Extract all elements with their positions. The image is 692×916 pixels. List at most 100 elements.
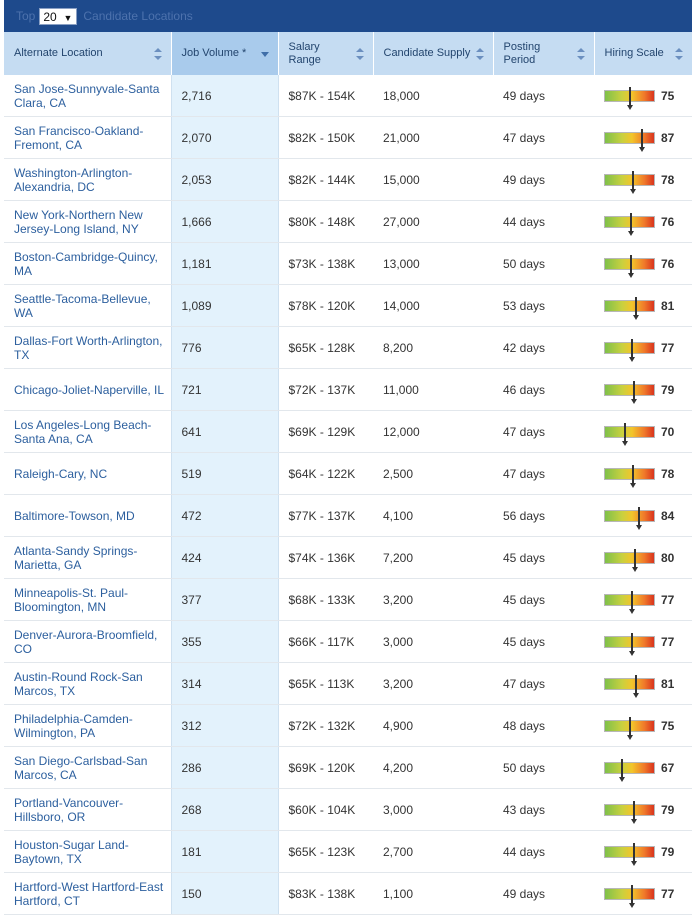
gauge-marker-icon: [632, 296, 639, 320]
gauge-marker-icon: [628, 338, 635, 362]
hiring-scale-cell: 79: [594, 788, 692, 831]
hiring-scale-score: 76: [661, 256, 675, 271]
hiring-scale-cell: 87: [594, 116, 692, 159]
table-row: Hartford-West Hartford-East Hartford, CT…: [4, 872, 692, 915]
location-link[interactable]: Austin-Round Rock-San Marcos, TX: [4, 662, 171, 705]
hiring-scale-score: 77: [661, 340, 675, 355]
candidate-supply-cell: 14,000: [373, 284, 493, 327]
hiring-scale-gauge: [604, 170, 655, 194]
job-volume-cell: 472: [170, 494, 279, 537]
column-header-alternate-location[interactable]: Alternate Location: [4, 32, 172, 75]
location-link[interactable]: San Jose-Sunnyvale-Santa Clara, CA: [4, 75, 171, 117]
location-link[interactable]: Hartford-West Hartford-East Hartford, CT: [4, 872, 171, 915]
location-link[interactable]: Denver-Aurora-Broomfield, CO: [4, 620, 171, 663]
location-link[interactable]: Boston-Cambridge-Quincy, MA: [4, 242, 171, 285]
column-header-candidate-supply[interactable]: Candidate Supply: [373, 32, 494, 75]
location-link[interactable]: Chicago-Joliet-Naperville, IL: [4, 368, 171, 411]
job-volume-cell: 355: [170, 620, 279, 663]
hiring-scale: 70: [604, 422, 692, 446]
location-link[interactable]: Raleigh-Cary, NC: [4, 452, 171, 495]
hiring-scale: 81: [604, 674, 692, 698]
column-header-label: Hiring Scale: [604, 47, 664, 59]
hiring-scale-cell: 75: [594, 75, 692, 117]
hiring-scale-gauge: [604, 506, 655, 530]
hiring-scale: 77: [604, 884, 692, 908]
salary-range-cell: $64K - 122K: [278, 452, 373, 495]
job-volume-cell: 181: [170, 830, 279, 873]
job-volume-cell: 2,716: [170, 75, 279, 117]
hiring-scale-gauge: [604, 548, 655, 572]
location-link[interactable]: San Francisco-Oakland-Fremont, CA: [4, 116, 171, 159]
candidate-supply-cell: 4,900: [373, 704, 493, 747]
column-header-job-volume[interactable]: Job Volume *: [171, 32, 279, 75]
salary-range-cell: $72K - 132K: [278, 704, 373, 747]
posting-period-cell: 47 days: [493, 452, 594, 495]
hiring-scale-cell: 84: [594, 494, 692, 537]
column-header-label: Alternate Location: [14, 47, 103, 59]
candidate-supply-cell: 2,500: [373, 452, 493, 495]
posting-period-cell: 44 days: [493, 200, 594, 243]
gauge-marker-icon: [632, 674, 639, 698]
hiring-scale-score: 77: [661, 634, 675, 649]
gauge-marker-icon: [628, 884, 635, 908]
salary-range-cell: $78K - 120K: [278, 284, 373, 327]
posting-period-cell: 47 days: [493, 410, 594, 453]
location-link[interactable]: San Diego-Carlsbad-San Marcos, CA: [4, 746, 171, 789]
location-link[interactable]: Portland-Vancouver-Hillsboro, OR: [4, 788, 171, 831]
location-link[interactable]: Los Angeles-Long Beach-Santa Ana, CA: [4, 410, 171, 453]
hiring-scale-score: 67: [661, 760, 675, 775]
salary-range-cell: $65K - 113K: [278, 662, 373, 705]
hiring-scale-cell: 77: [594, 326, 692, 369]
hiring-scale: 78: [604, 464, 692, 488]
location-link[interactable]: Dallas-Fort Worth-Arlington, TX: [4, 326, 171, 369]
gauge-marker-icon: [629, 170, 636, 194]
sort-both-icon: [674, 47, 683, 60]
hiring-scale-cell: 67: [594, 746, 692, 789]
hiring-scale-cell: 80: [594, 536, 692, 579]
sort-both-icon: [475, 47, 484, 60]
hiring-scale-cell: 76: [594, 242, 692, 285]
posting-period-cell: 56 days: [493, 494, 594, 537]
posting-period-cell: 49 days: [493, 75, 594, 117]
posting-period-cell: 49 days: [493, 158, 594, 201]
salary-range-cell: $82K - 144K: [278, 158, 373, 201]
location-link[interactable]: Houston-Sugar Land-Baytown, TX: [4, 830, 171, 873]
column-header-salary-range[interactable]: Salary Range: [278, 32, 374, 75]
sort-both-icon: [355, 47, 364, 60]
location-link[interactable]: Seattle-Tacoma-Bellevue, WA: [4, 284, 171, 327]
top-bar: Top 20 ▼ Candidate Locations: [4, 0, 692, 32]
hiring-scale-score: 70: [661, 424, 675, 439]
job-volume-cell: 314: [170, 662, 279, 705]
location-link[interactable]: New York-Northern New Jersey-Long Island…: [4, 200, 171, 243]
candidate-supply-cell: 18,000: [373, 75, 493, 117]
column-header-label: Posting Period: [503, 40, 541, 66]
hiring-scale-cell: 79: [594, 830, 692, 873]
location-link[interactable]: Minneapolis-St. Paul-Bloomington, MN: [4, 578, 171, 621]
hiring-scale: 80: [604, 548, 692, 572]
location-link[interactable]: Washington-Arlington-Alexandria, DC: [4, 158, 171, 201]
hiring-scale-cell: 81: [594, 284, 692, 327]
top-count-select[interactable]: 20 ▼: [39, 7, 78, 25]
location-link[interactable]: Philadelphia-Camden-Wilmington, PA: [4, 704, 171, 747]
column-header-posting-period[interactable]: Posting Period: [493, 32, 595, 75]
hiring-scale-gauge: [604, 422, 655, 446]
location-link[interactable]: Baltimore-Towson, MD: [4, 494, 171, 537]
job-volume-cell: 721: [170, 368, 279, 411]
salary-range-cell: $73K - 138K: [278, 242, 373, 285]
location-link[interactable]: Atlanta-Sandy Springs-Marietta, GA: [4, 536, 171, 579]
hiring-scale-score: 81: [661, 298, 675, 313]
column-header-hiring-scale[interactable]: Hiring Scale: [594, 32, 692, 75]
hiring-scale-cell: 79: [594, 368, 692, 411]
gauge-marker-icon: [627, 86, 633, 110]
gauge-marker-icon: [631, 548, 638, 572]
hiring-scale-cell: 77: [594, 620, 692, 663]
hiring-scale-gauge: [604, 674, 655, 698]
job-volume-cell: 312: [170, 704, 279, 747]
candidate-supply-cell: 12,000: [373, 410, 493, 453]
gauge-marker-icon: [628, 632, 635, 656]
salary-range-cell: $77K - 137K: [278, 494, 373, 537]
hiring-scale-gauge: [604, 758, 655, 782]
hiring-scale-gauge: [604, 590, 655, 614]
hiring-scale-gauge: [604, 296, 655, 320]
candidate-locations-widget: Top 20 ▼ Candidate Locations Alternate L…: [4, 0, 692, 915]
